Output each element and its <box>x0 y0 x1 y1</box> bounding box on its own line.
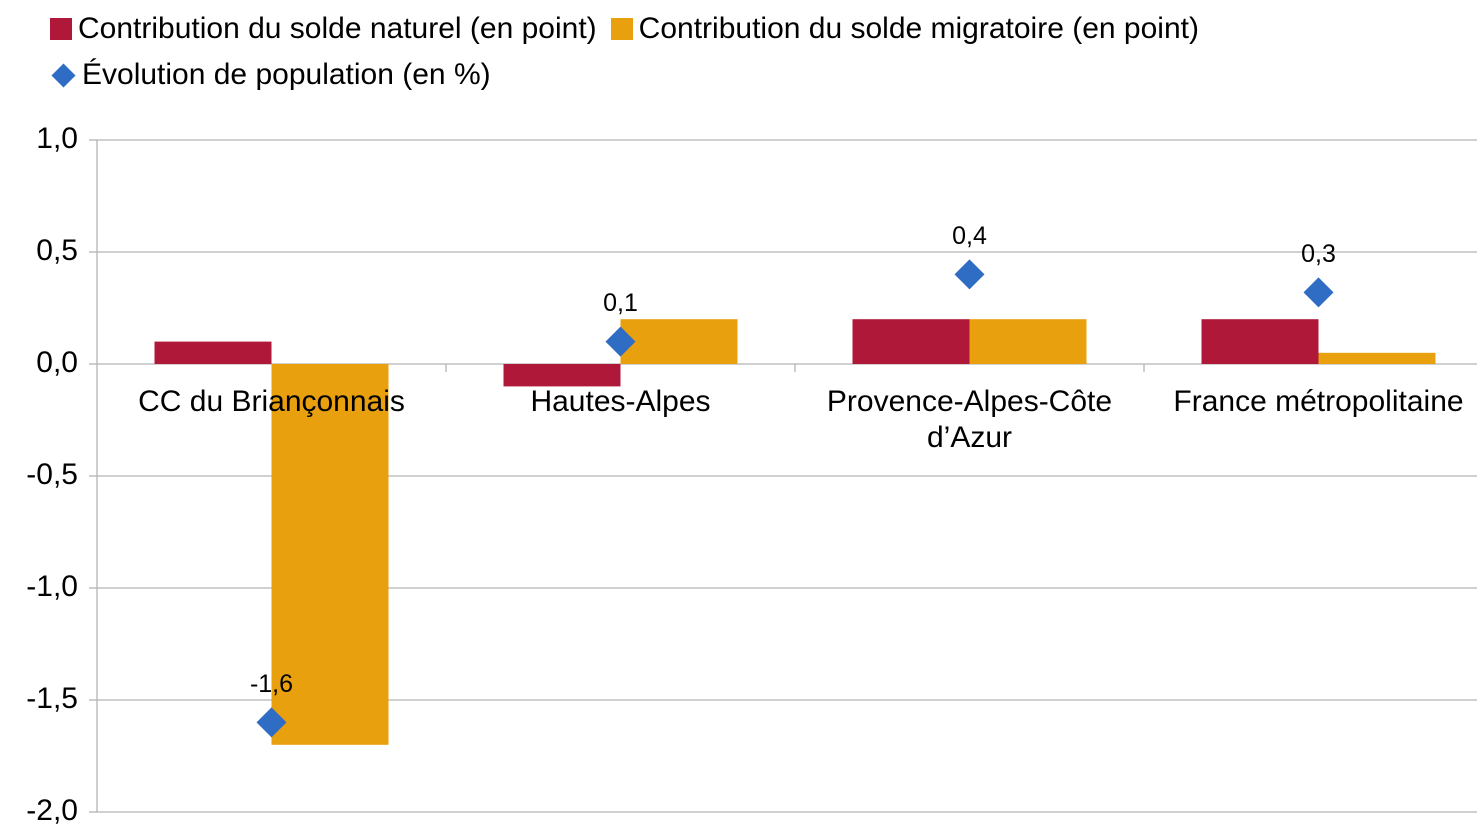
legend-label: Contribution du solde migratoire (en poi… <box>638 12 1199 45</box>
bar <box>271 364 389 745</box>
diamond-marker <box>256 707 287 738</box>
data-label: 0,4 <box>952 222 987 250</box>
x-tick-label: CC du Briançonnais <box>138 385 405 418</box>
legend-label: Contribution du solde naturel (en point) <box>78 12 597 45</box>
y-tick-label: 1,0 <box>36 122 78 155</box>
y-tick-label: 0,0 <box>36 346 78 379</box>
legend-label: Évolution de population (en %) <box>82 58 491 91</box>
legend-swatch <box>51 62 76 88</box>
y-tick-label: -1,0 <box>26 570 78 603</box>
bar <box>1318 352 1436 364</box>
x-tick-label: Provence-Alpes-Côte d’Azur <box>826 385 1113 454</box>
legend-swatch <box>610 18 633 40</box>
legend-item: Contribution du solde naturel (en point) <box>50 6 597 52</box>
bar <box>1201 319 1319 364</box>
diamond-marker <box>1303 277 1334 308</box>
bar <box>503 364 621 387</box>
diamond-marker <box>605 326 636 357</box>
diamond-marker <box>954 259 985 290</box>
legend-item: Contribution du solde migratoire (en poi… <box>610 6 1199 52</box>
x-tick-label: France métropolitaine <box>1173 385 1464 418</box>
data-label: 0,3 <box>1301 240 1336 268</box>
x-tick-label: Hautes-Alpes <box>530 385 711 418</box>
bar <box>969 319 1087 364</box>
y-tick-label: -2,0 <box>26 794 78 827</box>
bar <box>620 319 738 364</box>
data-label: 0,1 <box>603 289 638 317</box>
legend-swatch <box>50 18 72 40</box>
legend-item: Évolution de population (en %) <box>50 52 491 98</box>
y-tick-label: -0,5 <box>26 458 78 491</box>
bar <box>852 319 970 364</box>
legend: Contribution du solde naturel (en point)… <box>50 6 1470 98</box>
bar <box>154 341 272 364</box>
y-tick-label: -1,5 <box>26 682 78 715</box>
data-label: -1,6 <box>250 670 293 698</box>
y-tick-label: 0,5 <box>36 234 78 267</box>
